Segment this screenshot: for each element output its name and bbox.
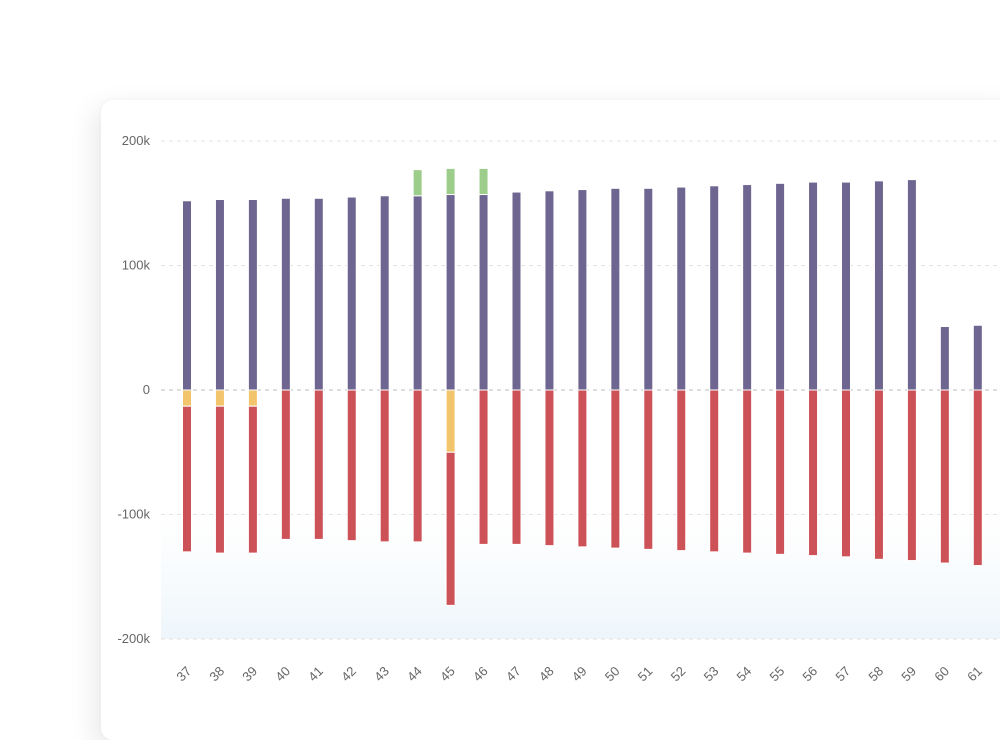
- bar-segment: [709, 185, 720, 391]
- bar-segment: [412, 195, 423, 391]
- bar-segment: [544, 389, 555, 547]
- bar-segment: [775, 182, 786, 391]
- bar-segment: [445, 389, 456, 453]
- bar-segment: [478, 389, 489, 545]
- x-tick-label: 38: [206, 663, 227, 684]
- bar-segment: [972, 389, 983, 567]
- bar-segment: [709, 389, 720, 553]
- bar-segment: [247, 405, 258, 554]
- bar-segment: [247, 199, 258, 391]
- x-tick-label: 41: [305, 663, 326, 684]
- bar-segment: [873, 180, 884, 391]
- bar-segment: [214, 405, 225, 554]
- x-tick-label: 40: [272, 663, 293, 684]
- bar-segment: [313, 389, 324, 540]
- bar-segment: [182, 389, 192, 407]
- x-tick-label: 59: [898, 663, 919, 684]
- bar-segment: [643, 187, 654, 391]
- bar-segment: [808, 389, 819, 557]
- x-tick-label: 60: [931, 663, 952, 684]
- bar-segment: [182, 200, 192, 391]
- bar-segment: [412, 389, 423, 543]
- x-tick-label: 46: [470, 663, 491, 684]
- x-tick-label: 47: [503, 663, 524, 684]
- x-tick-label: 61: [964, 663, 985, 684]
- bar-segment: [676, 389, 687, 552]
- bar-segment: [346, 389, 357, 542]
- bar-segment: [478, 167, 489, 196]
- x-tick-label: 62: [997, 663, 1000, 684]
- bar-segment: [412, 169, 423, 197]
- bar-segment: [346, 196, 357, 391]
- bar-segment: [280, 197, 291, 391]
- bar-segment: [906, 179, 917, 391]
- bar-segment: [610, 187, 621, 391]
- bar-segment: [544, 190, 555, 391]
- stacked-bar-chart: 200k 100k 0 -100k -200k 37 38 39 40 41 42 43 44 45 46 4…: [117, 133, 1000, 684]
- bar-segment: [742, 184, 753, 391]
- bar-segment: [214, 389, 225, 407]
- x-tick-label: 48: [536, 663, 557, 684]
- x-tick-label: 37: [173, 663, 194, 684]
- chart-card: 200k 100k 0 -100k -200k 37 38 39 40 41 42 43 44 45 46 4…: [101, 100, 1000, 740]
- bar-segment: [775, 389, 786, 555]
- bar-segment: [247, 389, 258, 407]
- y-tick-label: -200k: [117, 631, 150, 646]
- bar-segment: [577, 189, 588, 391]
- bar-segment: [478, 194, 489, 391]
- bar-segment: [906, 389, 917, 562]
- x-tick-label: 50: [602, 663, 623, 684]
- bar-segment: [610, 389, 621, 549]
- x-tick-label: 51: [635, 663, 656, 684]
- y-tick-label: 100k: [122, 258, 151, 273]
- x-tick-label: 57: [832, 663, 853, 684]
- bar-segment: [676, 186, 687, 391]
- bar-segment: [873, 389, 884, 560]
- x-tick-label: 58: [865, 663, 886, 684]
- bar-segment: [742, 389, 753, 554]
- bar-segment: [280, 389, 291, 540]
- x-tick-label: 56: [799, 663, 820, 684]
- bar-segment: [313, 197, 324, 391]
- bar-segment: [939, 326, 950, 391]
- y-tick-label: 0: [143, 382, 150, 397]
- bar-segment: [511, 191, 522, 391]
- bar-segment: [182, 405, 192, 553]
- bar-segment: [511, 389, 522, 545]
- y-tick-label: 200k: [122, 133, 151, 148]
- bar-segment: [841, 389, 851, 558]
- x-tick-label: 54: [734, 663, 755, 684]
- x-tick-label: 44: [404, 663, 425, 684]
- bar-segment: [445, 451, 456, 606]
- bar-segment: [379, 389, 390, 543]
- x-tick-label: 42: [338, 663, 359, 684]
- x-tick-label: 53: [701, 663, 722, 684]
- bar-segment: [841, 181, 851, 391]
- y-tick-label: -100k: [117, 507, 150, 522]
- bar-segment: [445, 194, 456, 391]
- bar-segment: [379, 195, 390, 391]
- bar-segment: [214, 199, 225, 391]
- bar-segment: [445, 167, 456, 196]
- x-tick-label: 49: [569, 663, 590, 684]
- x-tick-label: 43: [371, 663, 392, 684]
- x-tick-label: 55: [766, 663, 787, 684]
- x-tick-label: 52: [668, 663, 689, 684]
- bar-segment: [808, 181, 819, 391]
- x-tick-label: 45: [437, 663, 458, 684]
- bar-segment: [643, 389, 654, 550]
- x-tick-label: 39: [239, 663, 260, 684]
- bar-segment: [972, 324, 983, 391]
- bar-segment: [939, 389, 950, 564]
- bar-segment: [577, 389, 588, 548]
